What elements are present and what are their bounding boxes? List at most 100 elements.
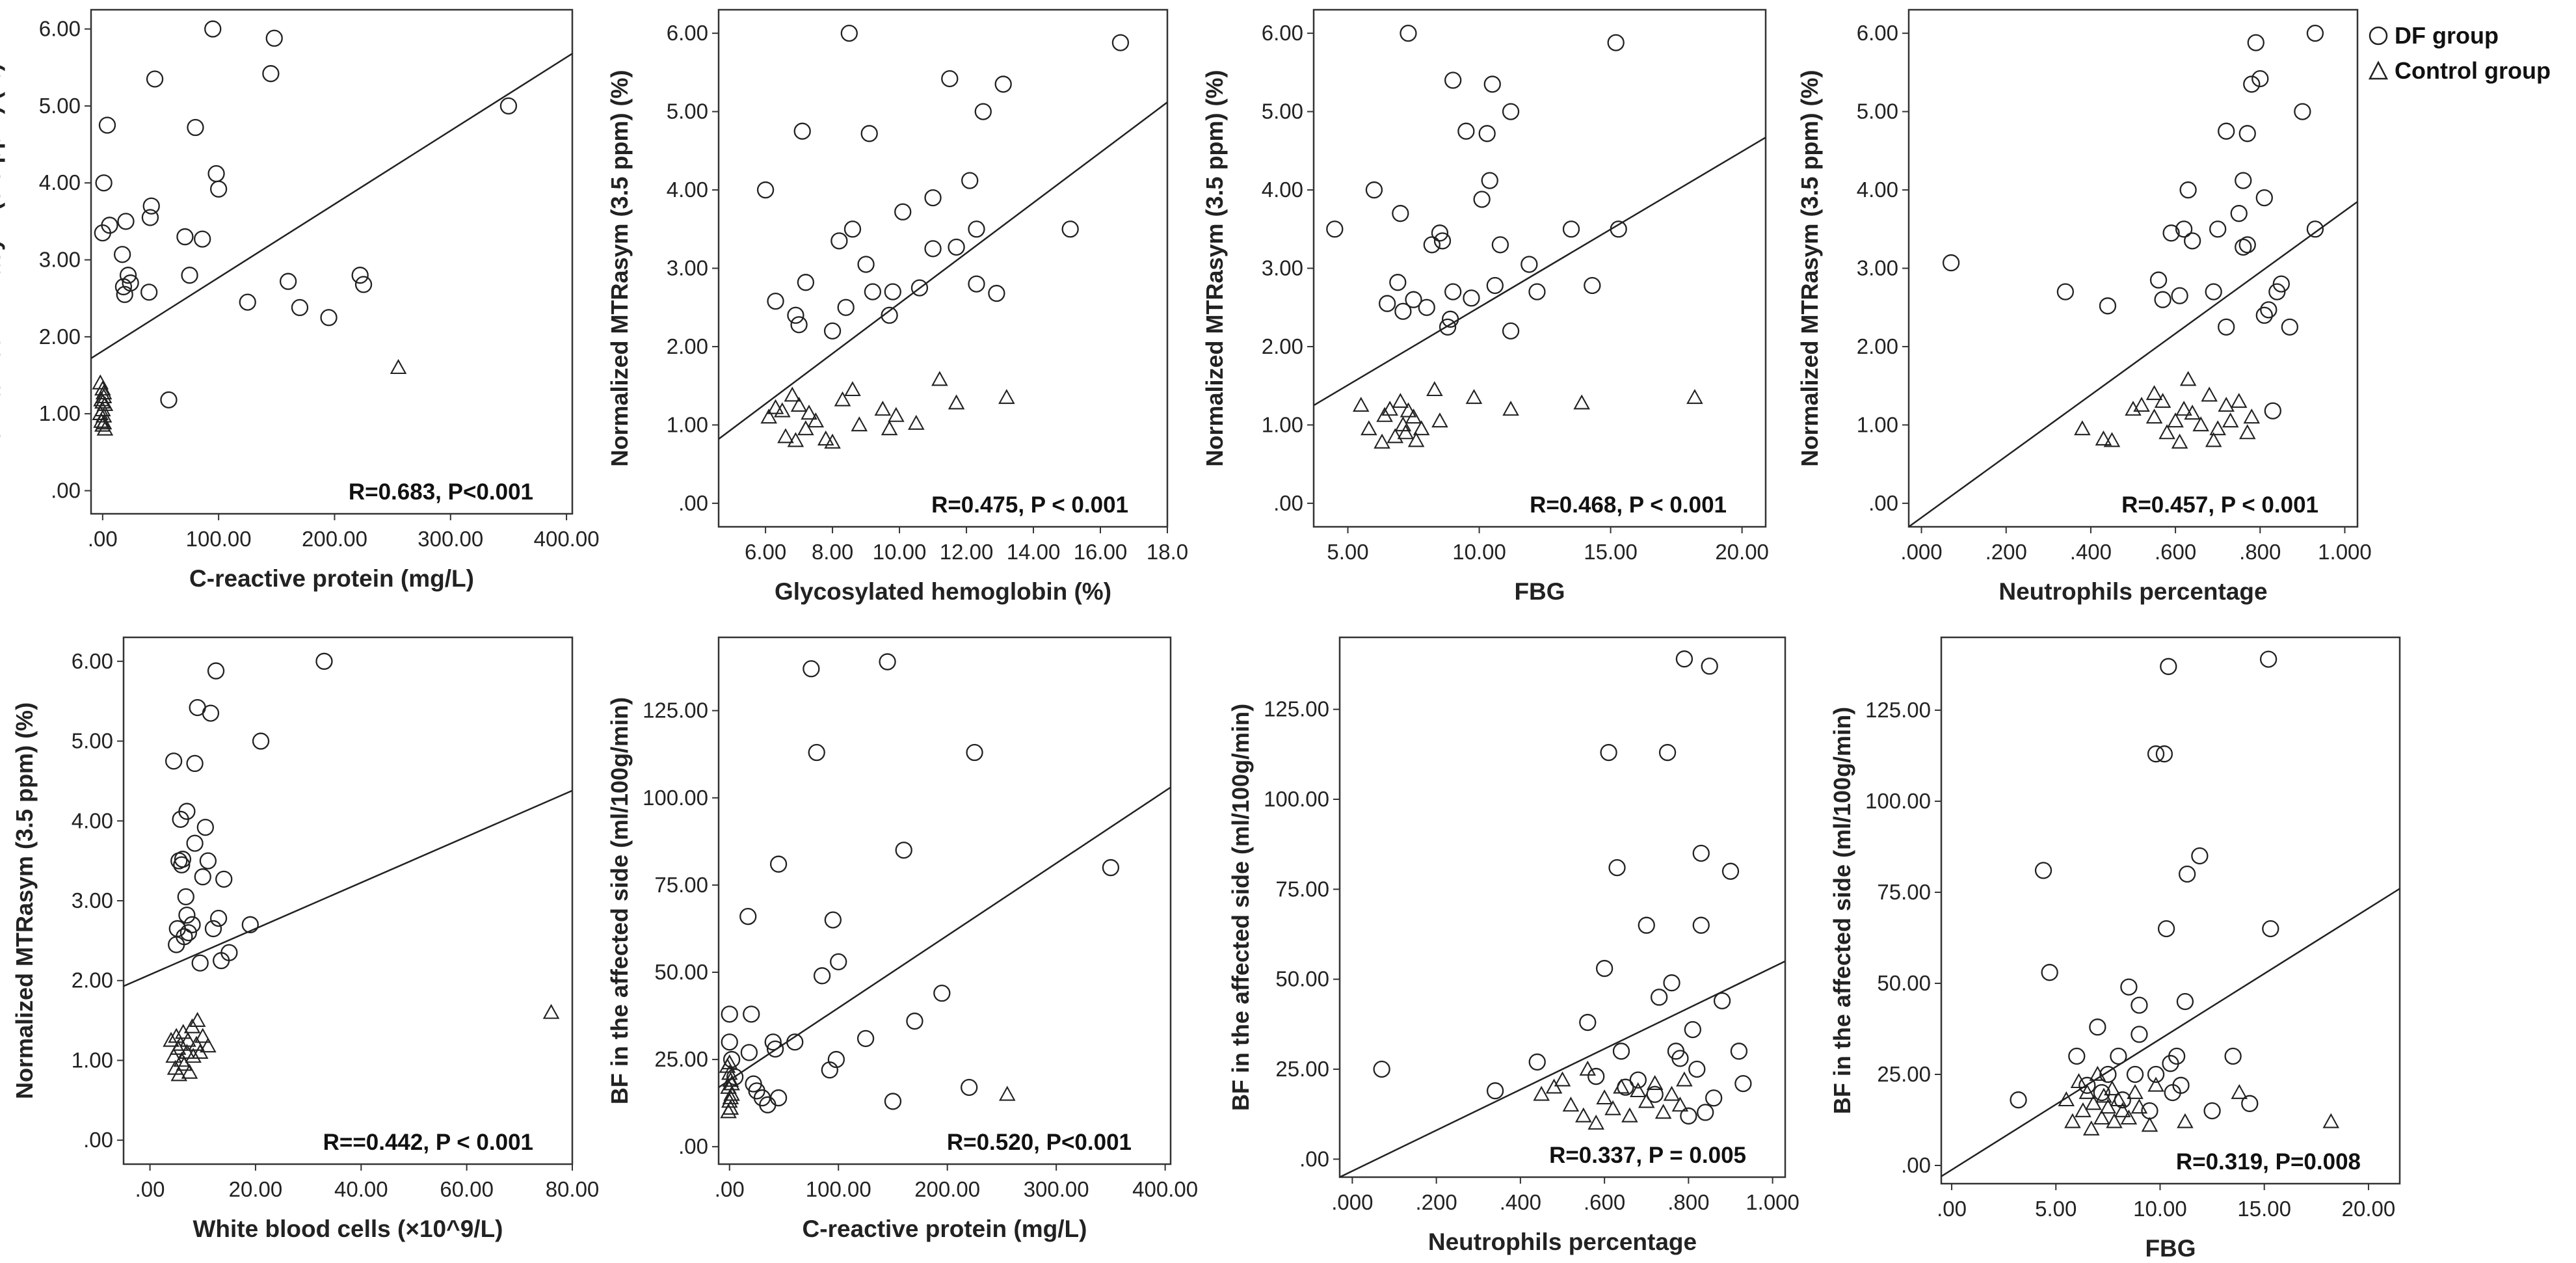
df-point [2179, 181, 2197, 199]
y-tick-label: 4.00 [667, 178, 708, 202]
df-point [2155, 745, 2173, 763]
df-point [2172, 1076, 2190, 1094]
df-point [1721, 862, 1740, 880]
df-point [910, 279, 929, 297]
x-tick-label: 18.0 [1147, 540, 1188, 564]
control-point [1621, 1107, 1638, 1123]
df-point [1600, 743, 1617, 762]
chart-panel-3: 5.00 10.00 15.00 20.00 .00 1.00 2.00 3.00 4.00 5.… [1201, 8, 1769, 605]
y-tick-label: 3.00 [39, 248, 81, 272]
control-point [2078, 1084, 2096, 1099]
df-point [202, 704, 220, 722]
df-point [2235, 238, 2252, 256]
plot-frame [1338, 636, 1786, 1178]
control-point [874, 401, 892, 416]
df-point [119, 267, 137, 284]
y-tick-label: 3.00 [1857, 256, 1898, 280]
df-point [2131, 1026, 2148, 1043]
regression-line [124, 790, 572, 987]
df-point [1481, 172, 1498, 189]
y-tick-label: 5.00 [1262, 100, 1303, 124]
control-point [1387, 428, 1404, 444]
df-point [787, 306, 804, 324]
df-point [1608, 858, 1626, 877]
df-point [2260, 301, 2277, 319]
correlation-annotation: R=0.337, P = 0.005 [1549, 1143, 1746, 1168]
df-point [142, 197, 160, 215]
plot-frame [122, 636, 574, 1165]
control-point [722, 1072, 739, 1087]
control-point [92, 405, 109, 421]
control-point [2074, 420, 2091, 436]
df-point [941, 70, 959, 88]
df-point [241, 916, 259, 933]
df-point [320, 309, 338, 326]
df-point [95, 174, 113, 192]
df-point [196, 818, 214, 836]
plot-area [1941, 650, 2400, 1177]
df-point [2306, 24, 2324, 42]
regression-line [91, 53, 572, 360]
x-axis-label: C-reactive protein (mg/L) [803, 1216, 1087, 1242]
df-point [1528, 1053, 1546, 1071]
df-point [2056, 283, 2074, 300]
x-tick-label: 8.00 [812, 540, 853, 564]
plot-frame [1312, 8, 1767, 528]
regression-line [1340, 960, 1785, 1177]
df-point [191, 954, 209, 972]
df-point [1444, 283, 1462, 300]
x-tick-label: 200.00 [914, 1177, 980, 1201]
control-point [2085, 1095, 2102, 1110]
df-point [769, 855, 788, 873]
control-point [1352, 397, 1370, 412]
control-point [1638, 1093, 1655, 1108]
x-tick-label: 20.00 [229, 1177, 283, 1201]
x-axis-label: Neutrophils percentage [1428, 1229, 1697, 1255]
df-point [721, 1005, 738, 1023]
df-point [177, 888, 194, 906]
df-point [856, 1030, 875, 1048]
y-tick-label: 3.00 [1262, 256, 1303, 280]
control-point [2201, 386, 2218, 402]
df-point [1658, 743, 1677, 762]
triangle-marker-icon [2368, 60, 2389, 80]
control-point [787, 432, 804, 447]
x-tick-label: 300.00 [418, 527, 483, 551]
x-tick-label: .600 [1584, 1190, 1625, 1214]
plot-frame [1940, 636, 2401, 1185]
x-tick-label: 14.00 [1007, 540, 1061, 564]
control-point [95, 414, 113, 430]
df-point [209, 909, 228, 927]
df-point [1671, 1050, 1689, 1067]
df-point [2224, 1047, 2242, 1065]
y-tick-label: 6.00 [667, 21, 708, 45]
x-tick-label: 300.00 [1024, 1177, 1089, 1201]
y-tick-label: 25.00 [1275, 1057, 1329, 1081]
df-point [207, 662, 225, 680]
correlation-annotation: R=0.457, P < 0.001 [2121, 492, 2318, 518]
df-point [1365, 181, 1383, 199]
control-point [170, 1066, 188, 1082]
df-point [1684, 1020, 1701, 1039]
df-point [2147, 1065, 2165, 1084]
control-point [2082, 1120, 2100, 1136]
df-point [974, 103, 992, 120]
df-point [1486, 276, 1504, 295]
df-point [824, 911, 842, 929]
df-point [194, 868, 211, 886]
df-point [739, 907, 757, 925]
control-point [2147, 1076, 2164, 1092]
df-point [2141, 1102, 2158, 1120]
control-point [999, 1085, 1016, 1101]
df-point [1562, 220, 1580, 238]
control-point [2070, 1073, 2088, 1089]
df-point [1394, 302, 1412, 320]
df-point [1713, 992, 1731, 1010]
df-point [2281, 318, 2298, 336]
df-point [1478, 125, 1496, 142]
y-tick-label: 5.00 [72, 729, 113, 753]
control-point [2114, 1102, 2131, 1117]
df-point [2209, 220, 2227, 238]
df-point [1102, 858, 1120, 877]
df-point [220, 944, 238, 961]
